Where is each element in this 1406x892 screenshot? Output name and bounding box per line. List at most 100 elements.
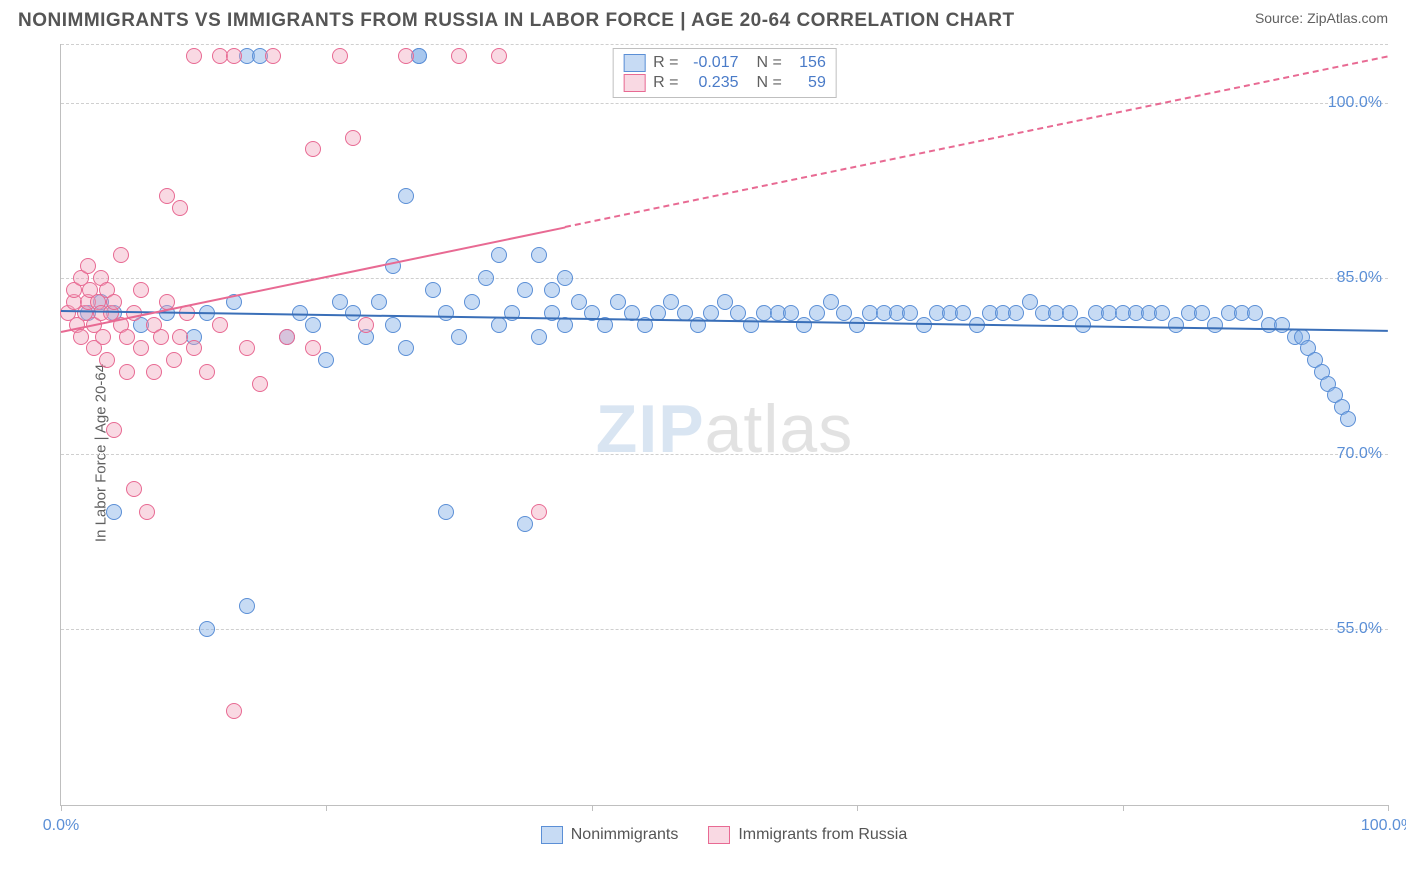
data-point-nonimmigrants [571, 294, 587, 310]
data-point-immigrants [172, 200, 188, 216]
legend-n-label: N = [757, 54, 782, 72]
data-point-immigrants [166, 352, 182, 368]
data-point-nonimmigrants [239, 598, 255, 614]
data-point-nonimmigrants [1168, 317, 1184, 333]
data-point-nonimmigrants [663, 294, 679, 310]
data-point-nonimmigrants [531, 329, 547, 345]
data-point-nonimmigrants [451, 329, 467, 345]
data-point-immigrants [139, 504, 155, 520]
correlation-legend: R = -0.017 N = 156 R = 0.235 N = 59 [612, 48, 837, 98]
legend-r-label: R = [653, 54, 678, 72]
data-point-nonimmigrants [425, 282, 441, 298]
legend-row: R = 0.235 N = 59 [623, 73, 826, 93]
data-point-nonimmigrants [1207, 317, 1223, 333]
data-point-nonimmigrants [1062, 305, 1078, 321]
data-point-immigrants [95, 329, 111, 345]
legend-n-value: 156 [790, 54, 826, 72]
data-point-nonimmigrants [517, 516, 533, 532]
legend-r-value: -0.017 [687, 54, 739, 72]
data-point-immigrants [531, 504, 547, 520]
gridline [61, 103, 1388, 104]
gridline [61, 278, 1388, 279]
y-tick-label: 70.0% [1337, 445, 1382, 463]
series-legend: Nonimmigrants Immigrants from Russia [60, 826, 1388, 844]
data-point-nonimmigrants [544, 282, 560, 298]
data-point-nonimmigrants [902, 305, 918, 321]
data-point-nonimmigrants [557, 270, 573, 286]
data-point-immigrants [305, 141, 321, 157]
series-label: Nonimmigrants [571, 826, 679, 844]
data-point-nonimmigrants [783, 305, 799, 321]
series-label: Immigrants from Russia [738, 826, 907, 844]
data-point-immigrants [305, 340, 321, 356]
x-tick-mark [61, 805, 62, 811]
watermark: ZIPatlas [596, 389, 853, 467]
data-point-nonimmigrants [385, 317, 401, 333]
data-point-immigrants [172, 329, 188, 345]
data-point-immigrants [491, 48, 507, 64]
gridline [61, 629, 1388, 630]
data-point-nonimmigrants [517, 282, 533, 298]
data-point-nonimmigrants [955, 305, 971, 321]
data-point-immigrants [252, 376, 268, 392]
series-swatch [708, 826, 730, 844]
x-tick-mark [592, 805, 593, 811]
data-point-nonimmigrants [1008, 305, 1024, 321]
data-point-immigrants [106, 422, 122, 438]
data-point-immigrants [279, 329, 295, 345]
data-point-immigrants [119, 364, 135, 380]
data-point-immigrants [451, 48, 467, 64]
data-point-nonimmigrants [1194, 305, 1210, 321]
gridline [61, 44, 1388, 45]
data-point-immigrants [73, 329, 89, 345]
data-point-immigrants [159, 188, 175, 204]
data-point-nonimmigrants [371, 294, 387, 310]
legend-n-label: N = [757, 74, 782, 92]
watermark-part1: ZIP [596, 390, 705, 466]
data-point-immigrants [106, 294, 122, 310]
legend-r-value: 0.235 [687, 74, 739, 92]
data-point-nonimmigrants [438, 504, 454, 520]
data-point-nonimmigrants [318, 352, 334, 368]
x-tick-mark [1388, 805, 1389, 811]
legend-swatch [623, 74, 645, 92]
data-point-immigrants [146, 364, 162, 380]
data-point-immigrants [186, 48, 202, 64]
data-point-nonimmigrants [717, 294, 733, 310]
data-point-nonimmigrants [809, 305, 825, 321]
data-point-immigrants [133, 282, 149, 298]
data-point-nonimmigrants [1154, 305, 1170, 321]
source-label: Source: [1255, 10, 1307, 26]
data-point-nonimmigrants [332, 294, 348, 310]
data-point-immigrants [226, 703, 242, 719]
data-point-nonimmigrants [836, 305, 852, 321]
data-point-immigrants [186, 340, 202, 356]
data-point-immigrants [358, 317, 374, 333]
data-point-nonimmigrants [438, 305, 454, 321]
plot-area: ZIPatlas R = -0.017 N = 156 R = 0.235 N = 59 55… [60, 44, 1388, 806]
data-point-nonimmigrants [491, 247, 507, 263]
series-legend-item: Nonimmigrants [541, 826, 679, 844]
gridline [61, 454, 1388, 455]
source-attribution: Source: ZipAtlas.com [1255, 10, 1388, 26]
data-point-immigrants [265, 48, 281, 64]
y-tick-label: 55.0% [1337, 620, 1382, 638]
data-point-nonimmigrants [849, 317, 865, 333]
data-point-nonimmigrants [730, 305, 746, 321]
data-point-immigrants [239, 340, 255, 356]
data-point-immigrants [332, 48, 348, 64]
data-point-immigrants [398, 48, 414, 64]
data-point-nonimmigrants [823, 294, 839, 310]
x-tick-mark [1123, 805, 1124, 811]
x-tick-mark [857, 805, 858, 811]
legend-n-value: 59 [790, 74, 826, 92]
data-point-nonimmigrants [1340, 411, 1356, 427]
data-point-nonimmigrants [796, 317, 812, 333]
legend-r-label: R = [653, 74, 678, 92]
data-point-nonimmigrants [531, 247, 547, 263]
series-swatch [541, 826, 563, 844]
data-point-immigrants [226, 48, 242, 64]
legend-swatch [623, 54, 645, 72]
data-point-nonimmigrants [398, 188, 414, 204]
data-point-nonimmigrants [199, 621, 215, 637]
